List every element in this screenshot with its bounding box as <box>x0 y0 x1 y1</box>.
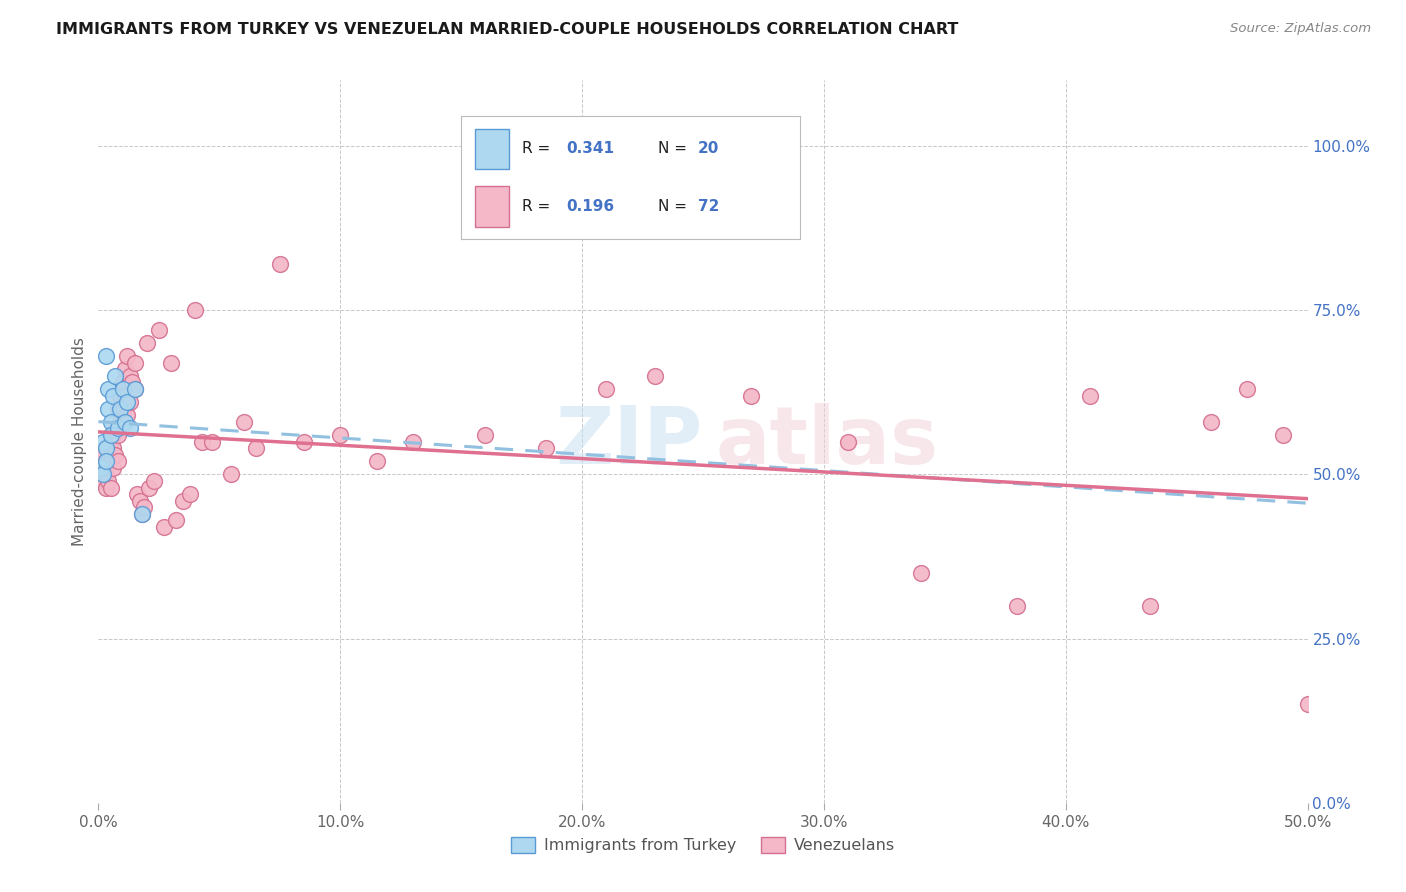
Y-axis label: Married-couple Households: Married-couple Households <box>72 337 87 546</box>
Point <box>114 388 136 402</box>
Point <box>910 566 932 580</box>
Point <box>91 467 114 482</box>
Point <box>100 448 122 462</box>
Point <box>104 368 127 383</box>
Point <box>118 395 141 409</box>
Point <box>108 415 131 429</box>
Point <box>91 448 114 462</box>
Point <box>245 441 267 455</box>
Point <box>114 415 136 429</box>
Point <box>91 434 114 449</box>
Point <box>100 434 122 449</box>
Point <box>1236 382 1258 396</box>
Point <box>1272 428 1295 442</box>
Point <box>107 421 129 435</box>
Point <box>127 487 149 501</box>
Point <box>100 481 122 495</box>
Text: ZIP: ZIP <box>555 402 703 481</box>
Point <box>595 382 617 396</box>
Point <box>94 454 117 468</box>
Point <box>165 513 187 527</box>
Point <box>644 368 666 383</box>
Point <box>128 493 150 508</box>
Point <box>131 507 153 521</box>
Point <box>101 460 124 475</box>
Point <box>90 460 112 475</box>
Point <box>124 356 146 370</box>
Text: IMMIGRANTS FROM TURKEY VS VENEZUELAN MARRIED-COUPLE HOUSEHOLDS CORRELATION CHART: IMMIGRANTS FROM TURKEY VS VENEZUELAN MAR… <box>56 22 959 37</box>
Point <box>221 467 243 482</box>
Point <box>90 460 112 475</box>
Text: atlas: atlas <box>716 402 938 481</box>
Point <box>124 382 146 396</box>
Point <box>94 481 117 495</box>
Point <box>104 448 127 462</box>
Point <box>94 441 117 455</box>
Point <box>1296 698 1319 712</box>
Point <box>97 382 120 396</box>
Point <box>121 376 143 390</box>
Point <box>1139 599 1161 613</box>
Point <box>117 409 139 423</box>
Point <box>292 434 315 449</box>
Point <box>1078 388 1101 402</box>
Point <box>366 454 388 468</box>
Point <box>134 500 156 515</box>
Text: Source: ZipAtlas.com: Source: ZipAtlas.com <box>1230 22 1371 36</box>
Point <box>100 415 122 429</box>
Point <box>232 415 254 429</box>
Point <box>740 388 762 402</box>
Point <box>97 454 120 468</box>
Point <box>184 303 207 318</box>
Point <box>107 454 129 468</box>
Point <box>111 376 134 390</box>
Point <box>111 382 134 396</box>
Point <box>172 493 194 508</box>
Point <box>160 356 183 370</box>
Point <box>94 349 117 363</box>
Point <box>201 434 224 449</box>
Point <box>94 467 117 482</box>
Point <box>124 382 146 396</box>
Point <box>101 428 124 442</box>
Point <box>135 336 157 351</box>
Point <box>97 441 120 455</box>
Point <box>118 368 141 383</box>
Point <box>100 428 122 442</box>
Point <box>108 401 131 416</box>
Point <box>107 401 129 416</box>
Point <box>148 323 170 337</box>
Point <box>152 520 174 534</box>
Point <box>474 428 496 442</box>
Point <box>111 401 134 416</box>
Point <box>108 388 131 402</box>
Point <box>143 474 166 488</box>
Point <box>118 421 141 435</box>
Point <box>97 401 120 416</box>
Point <box>329 428 352 442</box>
Point <box>179 487 201 501</box>
Point <box>534 441 557 455</box>
Point <box>107 428 129 442</box>
Point <box>191 434 214 449</box>
Point <box>837 434 859 449</box>
Point <box>117 395 139 409</box>
Legend: Immigrants from Turkey, Venezuelans: Immigrants from Turkey, Venezuelans <box>505 830 901 860</box>
Point <box>1007 599 1029 613</box>
Point <box>91 474 114 488</box>
Point <box>269 257 291 271</box>
Point <box>138 481 160 495</box>
Point <box>97 474 120 488</box>
Point <box>402 434 425 449</box>
Point <box>131 507 153 521</box>
Point <box>94 454 117 468</box>
Point <box>101 441 124 455</box>
Point <box>104 421 127 435</box>
Point <box>114 362 136 376</box>
Point <box>90 467 112 482</box>
Point <box>117 349 139 363</box>
Point <box>101 388 124 402</box>
Point <box>1199 415 1222 429</box>
